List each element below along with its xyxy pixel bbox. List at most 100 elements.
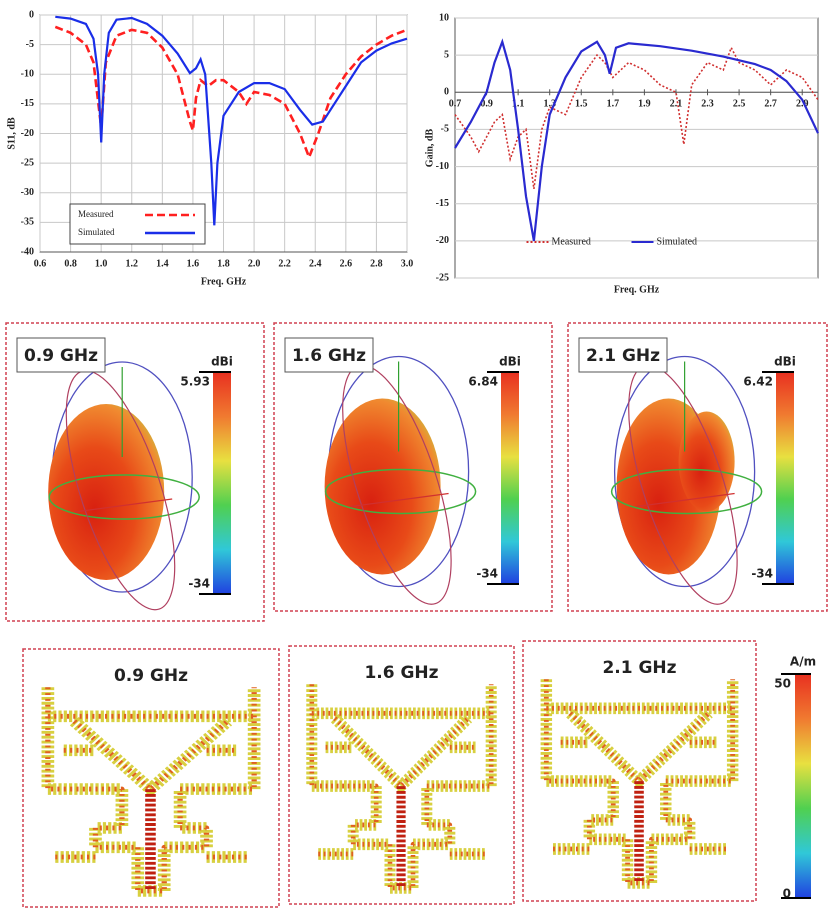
y-tick-label: -25 xyxy=(21,157,34,168)
legend-box xyxy=(69,203,206,245)
colorbar xyxy=(501,372,519,584)
x-tick-label: 0.7 xyxy=(449,99,462,110)
x-axis-label: Freq. GHz xyxy=(614,284,660,295)
x-tick-label: 2.9 xyxy=(796,99,809,110)
current-panel: 0.9 GHz xyxy=(22,648,280,908)
axis-arrow xyxy=(350,492,449,508)
frequency-label: 2.1 GHz xyxy=(586,346,660,366)
y-tick-label: -25 xyxy=(436,272,449,283)
x-tick-label: 1.6 xyxy=(187,258,200,269)
pattern-lobe xyxy=(678,411,735,512)
x-tick-label: 1.0 xyxy=(95,258,108,269)
legend-label: Measured xyxy=(78,209,114,219)
axis-arrow xyxy=(74,498,173,513)
colorbar xyxy=(213,372,231,594)
x-axis-label: Freq. GHz xyxy=(201,276,247,287)
y-tick-label: -15 xyxy=(21,98,34,109)
label-box xyxy=(16,337,106,373)
colorbar-unit: dBi xyxy=(499,355,521,369)
pattern-ring xyxy=(324,468,477,515)
panel-frame xyxy=(5,322,265,622)
x-tick-label: 2.1 xyxy=(670,99,683,110)
x-tick-label: 1.2 xyxy=(126,258,139,269)
colorbar-max: 6.84 xyxy=(468,375,498,389)
y-tick-label: -40 xyxy=(21,246,34,257)
x-tick-label: 2.4 xyxy=(309,258,322,269)
x-tick-label: 1.3 xyxy=(543,99,556,110)
x-tick-label: 1.4 xyxy=(156,258,169,269)
y-tick-label: 10 xyxy=(439,12,449,23)
current-trace xyxy=(543,679,736,886)
y-axis-label: Gain, dB xyxy=(424,129,435,168)
frequency-label: 1.6 GHz xyxy=(364,663,438,683)
colorbar-min: -34 xyxy=(751,567,773,581)
x-tick-label: 1.1 xyxy=(512,99,525,110)
x-tick-label: 2.2 xyxy=(278,258,291,269)
legend-label: Measured xyxy=(552,236,591,247)
panel-frame xyxy=(288,645,515,905)
x-tick-label: 2.5 xyxy=(733,99,746,110)
frequency-label: 0.9 GHz xyxy=(24,346,98,366)
y-tick-label: -10 xyxy=(21,69,34,80)
current-trace xyxy=(45,687,257,894)
colorbar-unit: A/m xyxy=(790,655,816,669)
legend-label: Simulated xyxy=(657,236,698,247)
y-tick-label: -10 xyxy=(436,161,449,172)
x-tick-label: 1.7 xyxy=(607,99,620,110)
y-tick-label: 0 xyxy=(444,87,449,98)
x-tick-label: 2.0 xyxy=(248,258,261,269)
y-tick-label: 0 xyxy=(29,9,34,20)
frequency-label: 2.1 GHz xyxy=(602,658,676,678)
colorbar-min: 0 xyxy=(783,887,791,901)
colorbar-max: 5.93 xyxy=(180,375,210,389)
pattern-ring xyxy=(48,474,200,520)
panel-frame xyxy=(522,640,757,902)
antenna xyxy=(540,679,739,889)
x-tick-label: 1.9 xyxy=(638,99,651,110)
label-box xyxy=(578,337,668,373)
y-tick-label: -20 xyxy=(436,235,449,246)
y-tick-label: -5 xyxy=(26,39,34,50)
colorbar-unit: dBi xyxy=(774,355,796,369)
series-line xyxy=(54,25,408,161)
panel-frame xyxy=(567,322,828,612)
x-tick-label: 0.6 xyxy=(34,258,47,269)
colorbar-max: 6.42 xyxy=(743,375,773,389)
colorbar-min: -34 xyxy=(476,567,498,581)
label-box xyxy=(284,337,374,373)
y-tick-label: 5 xyxy=(444,49,449,60)
x-tick-label: 3.0 xyxy=(401,258,414,269)
pattern-ring xyxy=(613,355,756,588)
colorbar-min: -34 xyxy=(188,577,210,591)
y-tick-label: -15 xyxy=(436,198,449,209)
antenna xyxy=(306,684,497,894)
plot-area xyxy=(454,17,819,279)
y-tick-label: -5 xyxy=(441,124,449,135)
panel-frame xyxy=(22,648,280,908)
y-tick-label: -30 xyxy=(21,187,34,198)
x-tick-label: 0.8 xyxy=(64,258,77,269)
x-tick-label: 1.5 xyxy=(575,99,588,110)
label-box xyxy=(106,656,196,694)
current-panel: 1.6 GHz xyxy=(288,645,515,905)
x-tick-label: 1.8 xyxy=(217,258,230,269)
x-tick-label: 2.8 xyxy=(370,258,383,269)
x-tick-label: 0.9 xyxy=(480,99,493,110)
y-tick-label: -20 xyxy=(21,128,34,139)
frequency-label: 0.9 GHz xyxy=(114,666,188,686)
current-panel: 2.1 GHz xyxy=(522,640,757,902)
series-line xyxy=(454,38,819,242)
colorbar xyxy=(795,674,811,898)
colorbar-unit: dBi xyxy=(211,355,233,369)
y-tick-label: -35 xyxy=(21,217,34,228)
colorbar xyxy=(776,372,794,584)
label-box xyxy=(356,653,447,691)
legend-label: Simulated xyxy=(78,227,115,237)
colorbar-max: 50 xyxy=(774,677,791,691)
panel-frame xyxy=(273,322,553,612)
pattern-lobe xyxy=(48,404,165,580)
frequency-label: 1.6 GHz xyxy=(292,346,366,366)
